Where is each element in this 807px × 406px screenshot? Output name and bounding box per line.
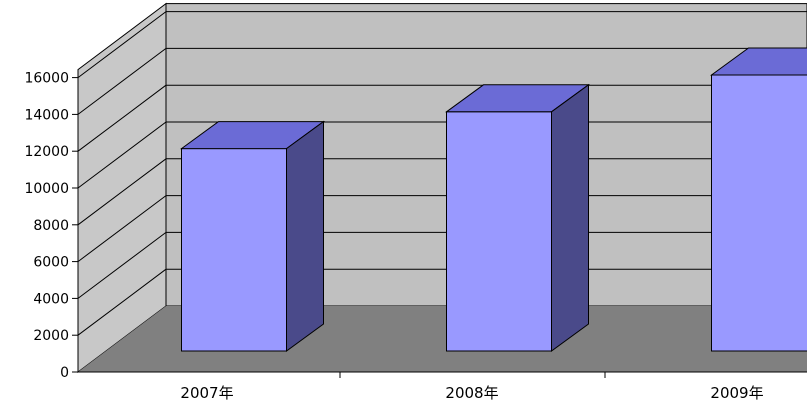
y-tick-label: 8000 — [33, 218, 69, 234]
y-tick-label: 12000 — [24, 144, 69, 160]
gridline-diagonal — [77, 231, 167, 299]
x-tick-labels: 2007年 2008年 2009年 — [180, 384, 763, 402]
gridline-diagonal — [77, 121, 167, 189]
y-tick-label: 14000 — [24, 107, 69, 123]
gridline-diagonal — [77, 11, 167, 78]
x-tick-label: 2009年 — [710, 384, 763, 402]
bar — [709, 47, 807, 352]
gridline-diagonal — [77, 84, 167, 152]
gridline-diagonal — [77, 268, 167, 336]
y-tick-label: 6000 — [33, 255, 69, 271]
y-tick-label: 2000 — [33, 328, 69, 344]
axes — [72, 69, 807, 378]
y-tick-label: 10000 — [24, 181, 69, 197]
y-tick-labels: 0 2000 4000 6000 8000 10000 12000 14000 16000 — [24, 71, 69, 381]
x-tick-label: 2008年 — [445, 384, 498, 402]
x-tick-label: 2007年 — [180, 384, 233, 402]
bar-front — [446, 111, 552, 352]
gridline-diagonal — [77, 158, 167, 226]
bar-front — [181, 148, 287, 352]
y-tick-label: 0 — [60, 365, 69, 381]
gridline-diagonal — [77, 195, 167, 263]
y-tick-label: 4000 — [33, 291, 69, 307]
bar — [179, 120, 326, 352]
bar-side — [286, 120, 324, 352]
bar-top — [709, 47, 807, 76]
bar — [444, 83, 591, 352]
bar-side — [551, 83, 589, 352]
bars — [179, 47, 807, 352]
bar-front — [711, 74, 807, 352]
y-tick-label: 16000 — [24, 71, 69, 87]
gridline-diagonal — [77, 48, 167, 115]
